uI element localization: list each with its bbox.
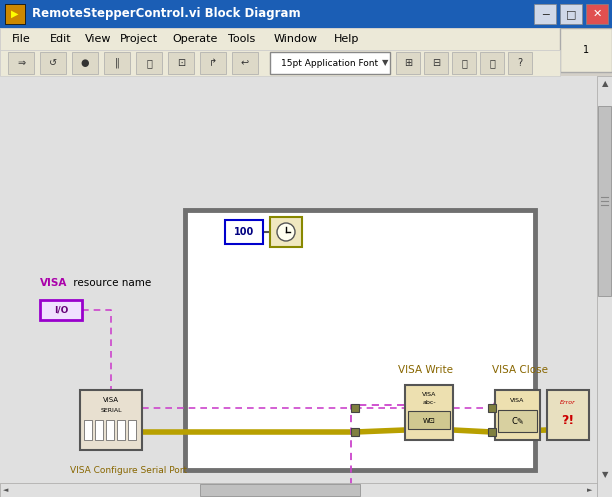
FancyBboxPatch shape [498,410,537,432]
FancyBboxPatch shape [80,390,142,450]
Text: Error: Error [560,400,576,405]
Text: ▼: ▼ [382,59,388,68]
Text: ⊡: ⊡ [177,58,185,68]
Text: ↺: ↺ [49,58,57,68]
Text: VISA Close: VISA Close [492,365,548,375]
Text: 🔍: 🔍 [461,58,467,68]
Text: I/O: I/O [54,306,68,315]
Text: ▲: ▲ [602,80,608,88]
FancyBboxPatch shape [597,76,612,497]
FancyBboxPatch shape [480,52,504,74]
Text: 15pt Application Font: 15pt Application Font [282,59,379,68]
Text: View: View [85,34,111,44]
FancyBboxPatch shape [40,300,82,320]
Text: abc-: abc- [422,401,436,406]
Text: ●: ● [81,58,89,68]
FancyBboxPatch shape [270,52,390,74]
FancyBboxPatch shape [5,4,25,24]
Text: W⊡: W⊡ [423,418,435,424]
Text: Operate: Operate [172,34,217,44]
Text: Help: Help [334,34,359,44]
Text: VISA: VISA [422,392,436,397]
Text: □: □ [565,9,577,19]
FancyBboxPatch shape [534,4,556,24]
FancyBboxPatch shape [136,52,162,74]
Text: VISA: VISA [40,278,67,288]
Text: SERIAL: SERIAL [100,408,122,413]
Text: VISA: VISA [103,397,119,403]
Text: ↩: ↩ [241,58,249,68]
FancyBboxPatch shape [560,28,612,72]
FancyBboxPatch shape [0,483,597,497]
FancyBboxPatch shape [598,106,611,296]
Text: ⊟: ⊟ [432,58,440,68]
Text: ↱: ↱ [209,58,217,68]
FancyBboxPatch shape [117,420,125,440]
FancyBboxPatch shape [225,220,263,244]
FancyBboxPatch shape [351,404,359,412]
Text: VISA: VISA [510,398,524,403]
FancyBboxPatch shape [508,52,532,74]
Text: RemoteStepperControl.vi Block Diagram: RemoteStepperControl.vi Block Diagram [32,7,300,20]
FancyBboxPatch shape [0,0,612,28]
FancyBboxPatch shape [106,420,114,440]
Text: 100: 100 [234,227,254,237]
Text: 💡: 💡 [146,58,152,68]
Text: ?!: ?! [561,414,575,426]
FancyBboxPatch shape [84,420,92,440]
Text: resource name: resource name [70,278,151,288]
FancyBboxPatch shape [0,76,597,483]
Text: 🔎: 🔎 [489,58,495,68]
FancyBboxPatch shape [168,52,194,74]
FancyBboxPatch shape [95,420,103,440]
FancyBboxPatch shape [396,52,420,74]
FancyBboxPatch shape [270,217,302,247]
Text: ‖: ‖ [114,58,119,68]
FancyBboxPatch shape [488,404,496,412]
Text: File: File [12,34,31,44]
FancyBboxPatch shape [586,4,608,24]
FancyBboxPatch shape [8,52,34,74]
FancyBboxPatch shape [408,411,450,429]
Text: Edit: Edit [50,34,72,44]
FancyBboxPatch shape [547,390,589,440]
FancyBboxPatch shape [185,210,535,470]
Text: ?: ? [517,58,523,68]
Circle shape [277,223,295,241]
FancyBboxPatch shape [0,28,612,50]
FancyBboxPatch shape [0,50,560,76]
Text: ►: ► [588,487,592,493]
Text: ⊞: ⊞ [404,58,412,68]
FancyBboxPatch shape [560,4,582,24]
FancyBboxPatch shape [128,420,136,440]
Text: VISA Configure Serial Port: VISA Configure Serial Port [70,466,187,475]
Text: C✎: C✎ [511,417,524,426]
FancyBboxPatch shape [452,52,476,74]
FancyBboxPatch shape [424,52,448,74]
FancyBboxPatch shape [72,52,98,74]
FancyBboxPatch shape [0,76,597,483]
FancyBboxPatch shape [351,428,359,436]
FancyBboxPatch shape [405,385,453,440]
FancyBboxPatch shape [488,428,496,436]
FancyBboxPatch shape [200,52,226,74]
Text: ⇒: ⇒ [17,58,25,68]
FancyBboxPatch shape [104,52,130,74]
Text: VISA Write: VISA Write [398,365,452,375]
Text: ✕: ✕ [592,9,602,19]
FancyBboxPatch shape [232,52,258,74]
FancyBboxPatch shape [40,52,66,74]
Text: 1: 1 [583,45,589,55]
Text: ▼: ▼ [602,471,608,480]
Text: ─: ─ [542,9,548,19]
Text: ◄: ◄ [3,487,9,493]
FancyBboxPatch shape [495,390,540,440]
Text: Project: Project [120,34,158,44]
FancyBboxPatch shape [200,484,360,496]
Text: ▶: ▶ [11,9,19,19]
Text: Window: Window [274,34,318,44]
Text: Tools: Tools [228,34,255,44]
